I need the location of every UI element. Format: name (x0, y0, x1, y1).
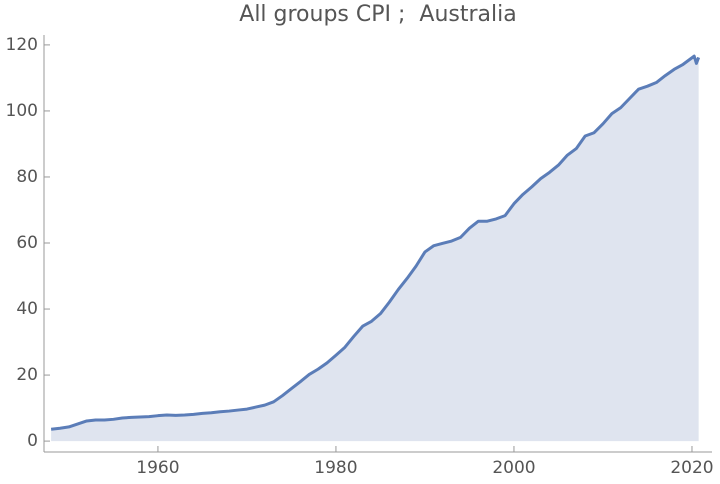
line (50, 54, 701, 431)
y-tick-label: 20 (16, 365, 38, 385)
y-tick-label: 120 (6, 35, 38, 55)
x-tick-label: 1960 (136, 458, 179, 478)
x-tick-label: 2020 (670, 458, 713, 478)
area-fill (51, 56, 699, 442)
y-tick-label: 60 (16, 233, 38, 253)
y-tick-label: 80 (16, 167, 38, 187)
y-tick-label: 0 (27, 431, 38, 451)
chart-title: All groups CPI ; Australia (239, 2, 516, 27)
x-tick-label: 1980 (314, 458, 357, 478)
y-tick-label: 100 (6, 101, 38, 121)
y-tick-label: 40 (16, 299, 38, 319)
x-tick-label: 2000 (492, 458, 535, 478)
